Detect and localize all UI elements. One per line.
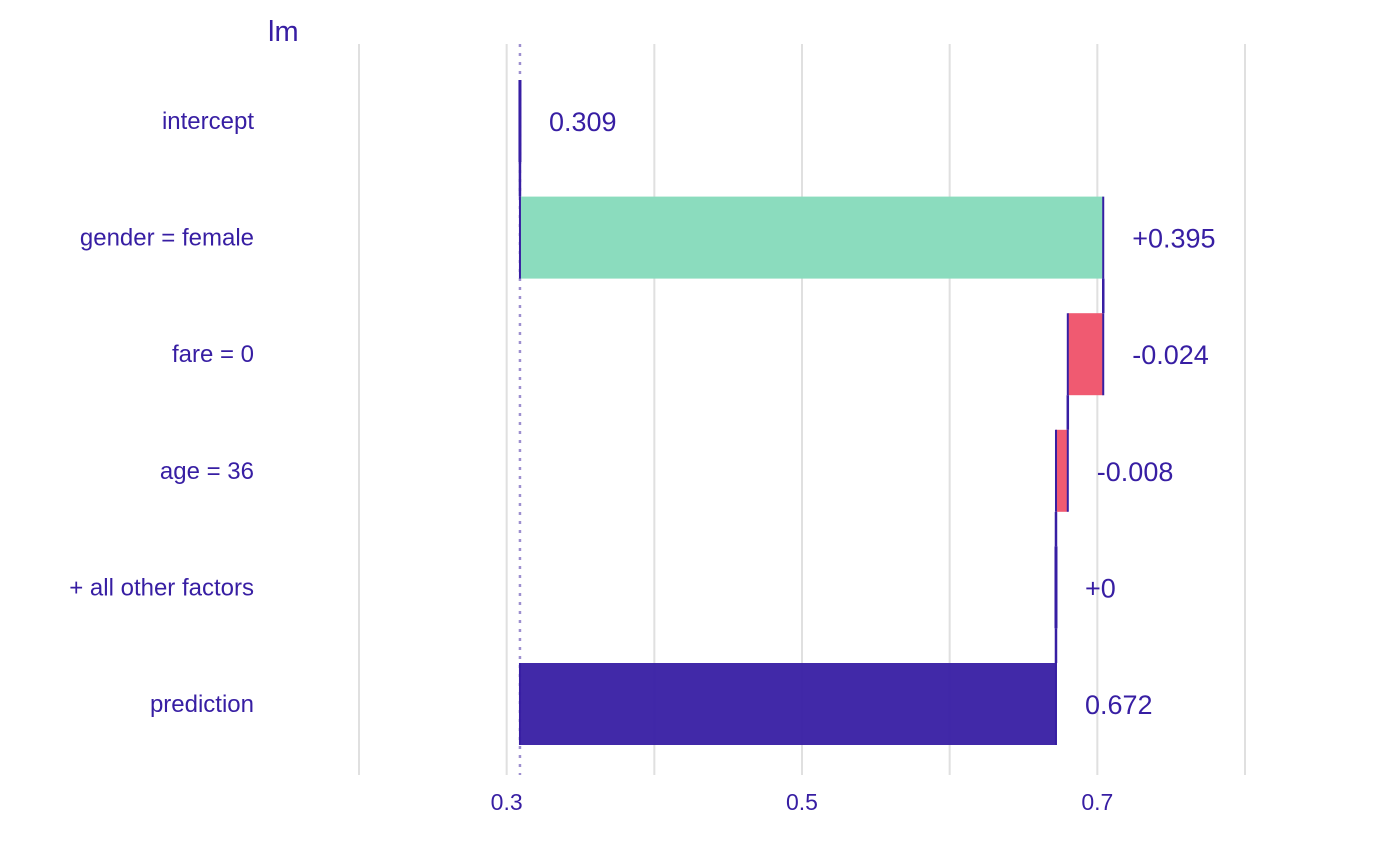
grid-layer: [358, 44, 1246, 775]
category-label: intercept: [162, 108, 254, 135]
category-label: + all other factors: [69, 574, 254, 601]
value-label: 0.672: [1085, 690, 1153, 720]
label-layer: intercept 0.309 gender = female +0.395 fare …: [69, 107, 1215, 720]
x-tick-label: 0.3: [491, 789, 523, 815]
bar-positive: [519, 196, 1104, 279]
value-label: +0.395: [1132, 224, 1215, 254]
bar-negative: [1067, 313, 1104, 396]
bar-prediction: [519, 663, 1056, 745]
x-tick-label: 0.5: [786, 789, 818, 815]
category-label: prediction: [150, 691, 254, 718]
chart-title: lm: [268, 16, 299, 48]
tick-layer: 0.3 0.5 0.7: [491, 789, 1114, 815]
category-label: age = 36: [160, 458, 254, 485]
x-tick-label: 0.7: [1081, 789, 1113, 815]
value-label: -0.024: [1132, 340, 1209, 370]
category-label: fare = 0: [172, 341, 254, 368]
bar-layer: [518, 80, 1105, 745]
value-label: +0: [1085, 573, 1116, 603]
category-label: gender = female: [80, 225, 254, 252]
value-label: 0.309: [549, 107, 617, 137]
value-label: -0.008: [1097, 457, 1174, 487]
bar-negative: [1055, 429, 1068, 512]
